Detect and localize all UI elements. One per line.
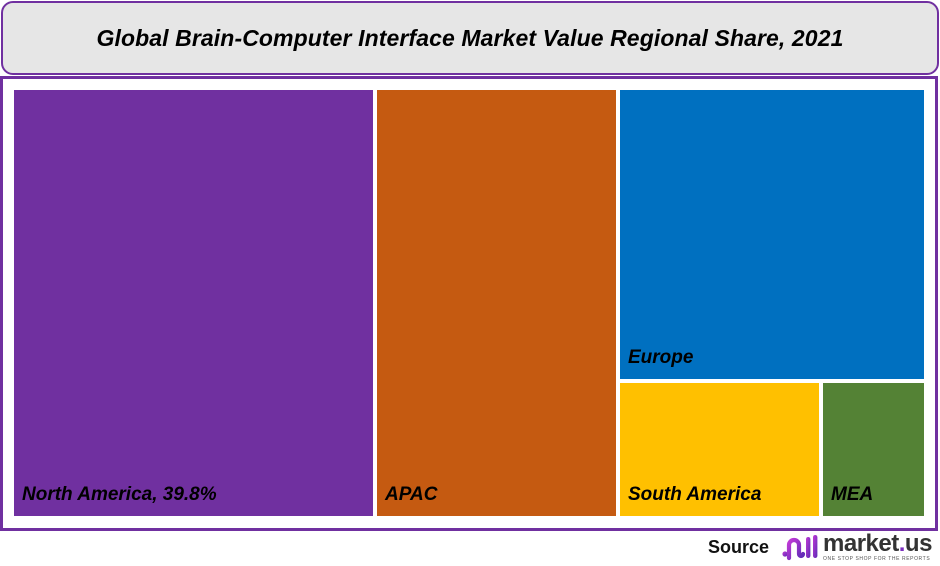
chart-title: Global Brain-Computer Interface Market V… [96, 24, 844, 51]
cell-label-mea: MEA [831, 484, 874, 505]
cell-mea: MEA [823, 383, 924, 516]
chart-title-box: Global Brain-Computer Interface Market V… [1, 1, 939, 75]
market-us-logo[interactable]: market.us ONE STOP SHOP FOR THE REPORTS [781, 532, 932, 562]
cell-europe: Europe [620, 90, 924, 379]
market-us-logo-icon [782, 535, 818, 561]
cell-label-south-america: South America [628, 484, 762, 505]
logo-tagline: ONE STOP SHOP FOR THE REPORTS [823, 556, 931, 562]
cell-south-america: South America [620, 383, 819, 516]
cell-label-apac: APAC [385, 484, 438, 505]
cell-north-america: North America, 39.8% [14, 90, 373, 516]
cell-label-europe: Europe [628, 347, 694, 368]
cell-apac: APAC [377, 90, 616, 516]
source-label: Source [708, 536, 770, 557]
source-footer: Source market.us ONE STOP SHOP FOR THE R… [708, 530, 932, 564]
treemap-frame: North America, 39.8% APAC Europe South A… [0, 76, 938, 531]
logo-wordmark: market.us [823, 530, 932, 557]
cell-label-north-america: North America, 39.8% [22, 484, 217, 505]
